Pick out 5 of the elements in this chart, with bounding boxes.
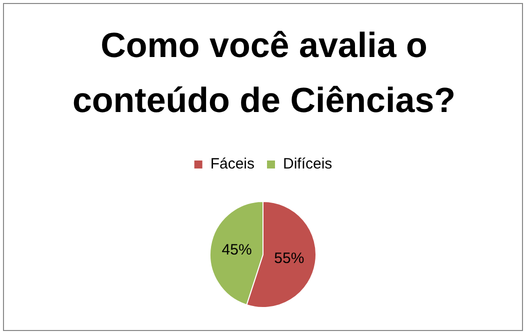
legend-label: Fáceis [210,156,255,173]
data-label: 55% [274,250,304,267]
chart-title: Como você avalia o conteúdo de Ciências? [71,25,457,122]
legend-label: Difíceis [283,156,332,173]
data-label: 45% [222,241,252,258]
